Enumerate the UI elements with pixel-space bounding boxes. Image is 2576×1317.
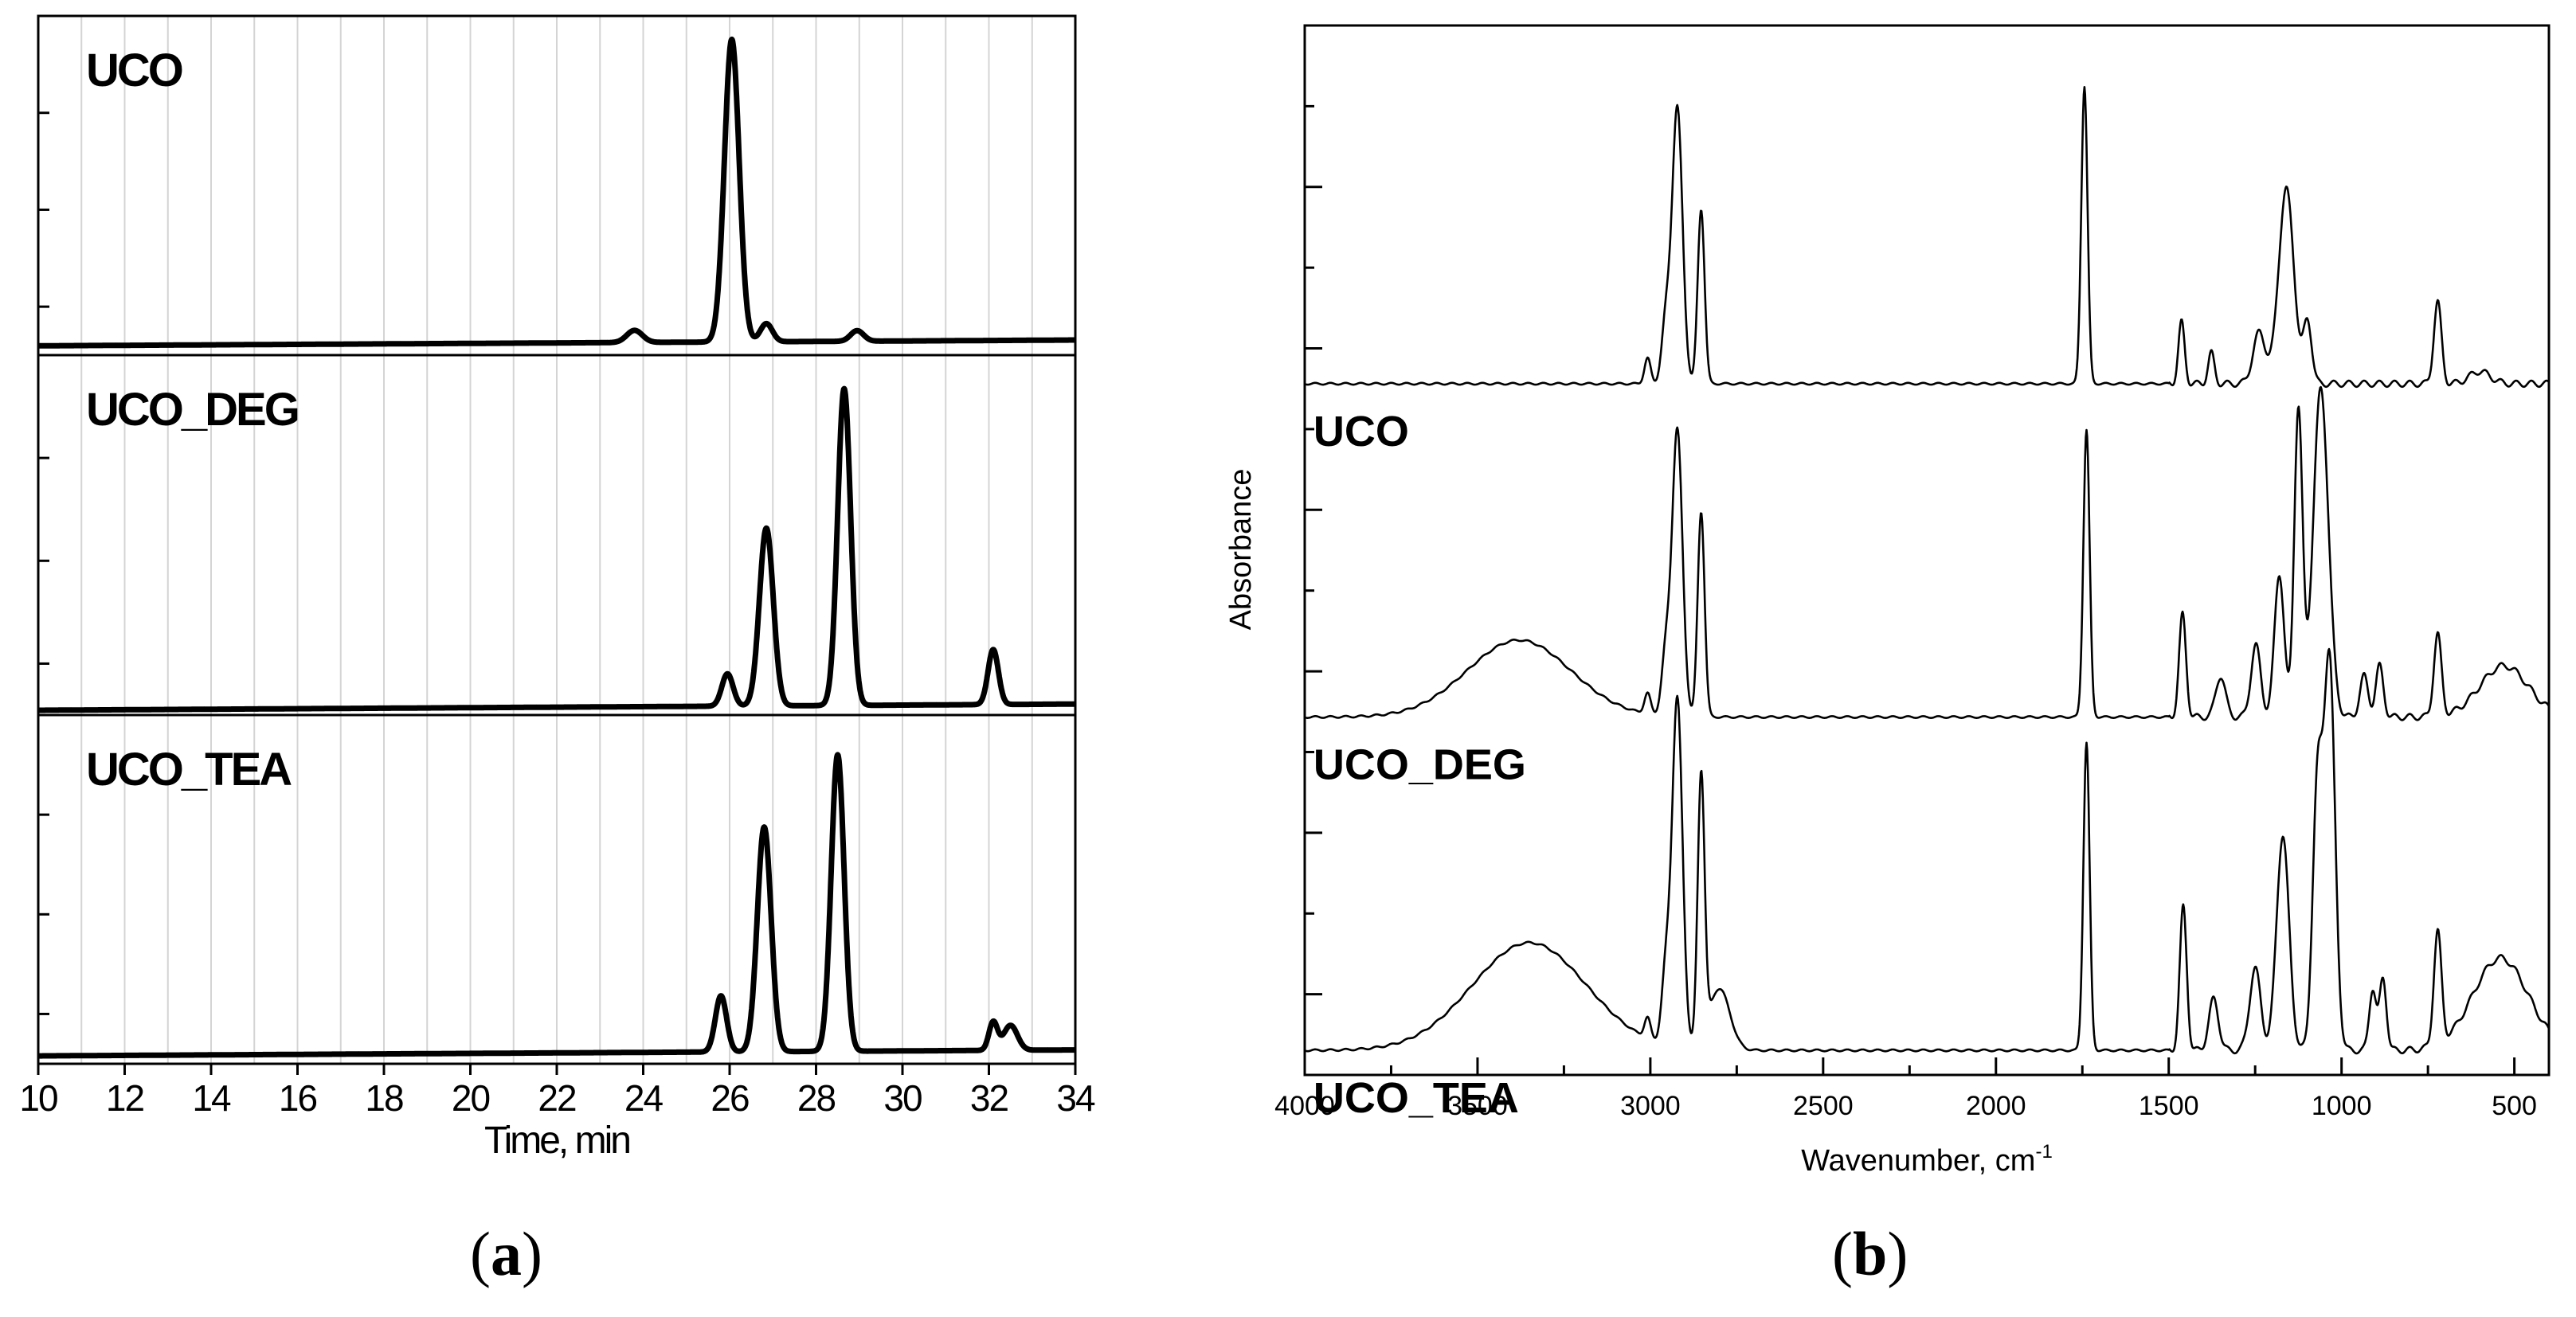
panel-caption-b: (b) (1832, 1219, 1909, 1288)
x-tick-label: 12 (106, 1077, 144, 1119)
x-tick-label: 2000 (1966, 1091, 2026, 1121)
series-label: UCO_TEA (86, 744, 292, 795)
x-tick-label: 30 (883, 1077, 922, 1119)
plot-frame (1303, 24, 2551, 1077)
x-tick-label: 28 (797, 1077, 836, 1119)
panel-caption-a: (a) (470, 1219, 542, 1288)
x-tick-label: 3500 (1447, 1091, 1508, 1121)
x-tick-label: 18 (365, 1077, 403, 1119)
x-tick-label: 26 (711, 1077, 749, 1119)
spectrum-line (1304, 86, 2550, 389)
spectrum-line (1304, 647, 2551, 1055)
series-label: UCO (1313, 408, 1409, 455)
x-tick-label: 34 (1056, 1077, 1095, 1119)
x-tick-label: 1500 (2139, 1091, 2199, 1121)
x-tick-label: 1000 (2312, 1091, 2372, 1121)
x-tick-label: 3000 (1620, 1091, 1681, 1121)
x-tick-label: 32 (970, 1077, 1008, 1119)
x-tick-label: 22 (538, 1077, 576, 1119)
chromatogram-line (36, 385, 1078, 713)
x-tick-label: 14 (192, 1077, 231, 1119)
y-axis-label: Absorbance (1224, 469, 1258, 631)
x-axis-label: Wavenumber, cm-1 (1801, 1141, 2053, 1178)
spectrum-line (1304, 385, 2551, 721)
series-label: UCO_TEA (1313, 1074, 1519, 1122)
x-tick-label: 24 (624, 1077, 664, 1119)
ftir-panel: 4000 3500 3000 2500 2000 1500 1000 500 Wavenumbe… (1224, 24, 2551, 1178)
x-tick-label: 20 (452, 1077, 490, 1119)
x-tick-label: 4000 (1274, 1091, 1335, 1121)
x-axis-label-superscript: -1 (2035, 1141, 2052, 1163)
x-tick-label: 16 (279, 1077, 317, 1119)
x-tick-label: 500 (2492, 1091, 2537, 1121)
x-tick-label: 10 (19, 1077, 57, 1119)
chromatogram-line (36, 36, 1078, 349)
series-label: UCO_DEG (1313, 741, 1526, 789)
series-label: UCO_DEG (86, 384, 298, 436)
series-label: UCO (86, 45, 182, 96)
x-axis-label: Time, min (484, 1120, 629, 1162)
chromatogram-line (36, 752, 1078, 1059)
x-tick-label: 2500 (1793, 1091, 1854, 1121)
chromatogram-panel: UCO UCO_DEG UCO_TEA 10 12 14 16 18 20 22 24 26 28 30 3… (19, 14, 1097, 1162)
